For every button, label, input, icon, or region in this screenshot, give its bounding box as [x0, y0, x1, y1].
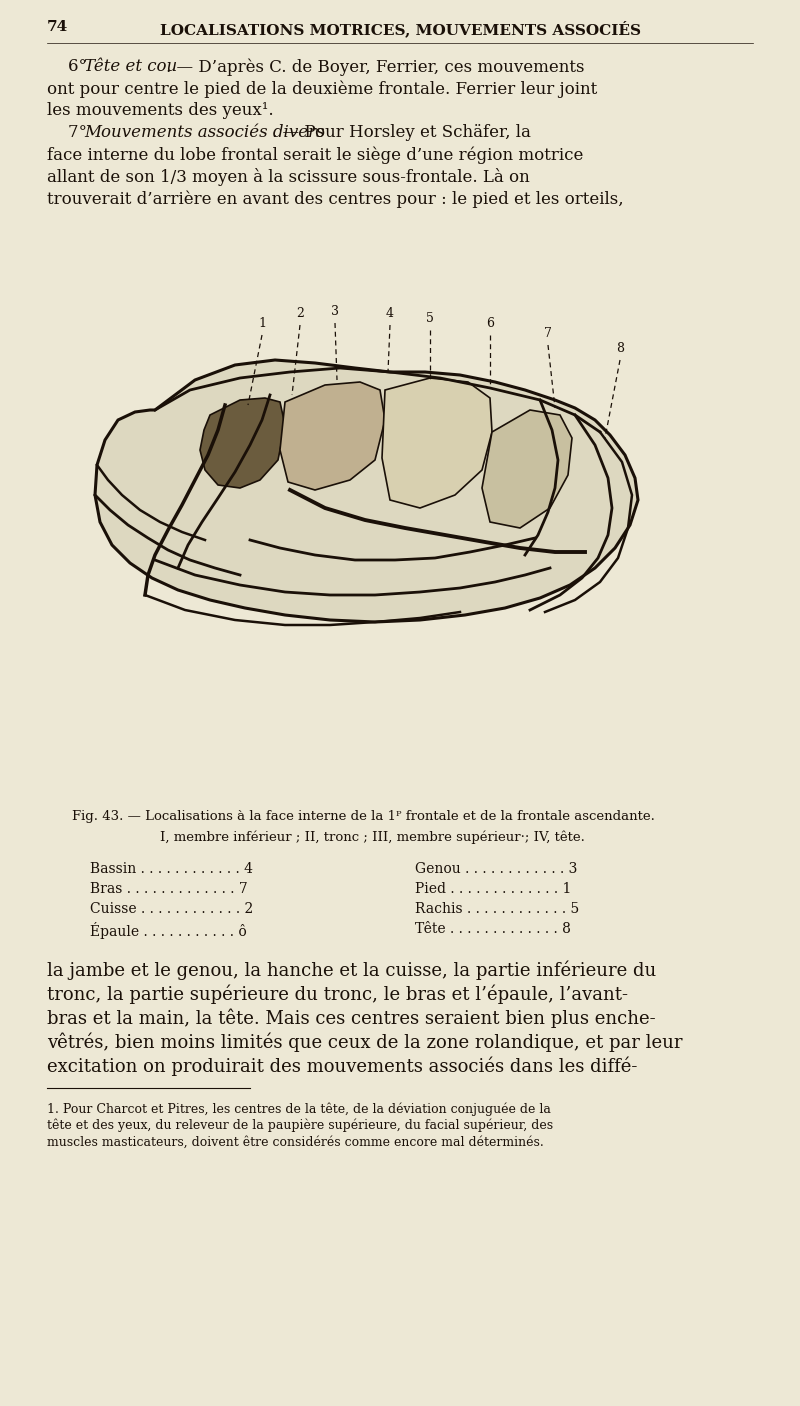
Text: . — D’après C. de Boyer, Ferrier, ces mouvements: . — D’après C. de Boyer, Ferrier, ces mo…: [166, 58, 585, 76]
Text: 6°: 6°: [68, 58, 92, 75]
Text: 7: 7: [544, 328, 552, 340]
Text: Bassin . . . . . . . . . . . . 4: Bassin . . . . . . . . . . . . 4: [90, 862, 253, 876]
Text: trouverait d’arrière en avant des centres pour : le pied et les orteils,: trouverait d’arrière en avant des centre…: [47, 190, 624, 208]
Text: ont pour centre le pied de la deuxième frontale. Ferrier leur joint: ont pour centre le pied de la deuxième f…: [47, 80, 598, 97]
Text: 4: 4: [386, 307, 394, 321]
Text: III: III: [437, 439, 453, 451]
Polygon shape: [95, 360, 638, 621]
Text: 8: 8: [616, 342, 624, 354]
Text: Bras . . . . . . . . . . . . . 7: Bras . . . . . . . . . . . . . 7: [90, 882, 248, 896]
Text: 1. Pour Charcot et Pitres, les centres de la tête, de la déviation conjuguée de : 1. Pour Charcot et Pitres, les centres d…: [47, 1102, 551, 1115]
Text: face interne du lobe frontal serait le siège d’une région motrice: face interne du lobe frontal serait le s…: [47, 146, 583, 163]
Text: 3: 3: [331, 305, 339, 318]
Text: II: II: [334, 432, 346, 446]
Text: I, membre inférieur ; II, tronc ; III, membre supérieur·; IV, tête.: I, membre inférieur ; II, tronc ; III, m…: [160, 830, 585, 844]
Text: Tête et cou: Tête et cou: [84, 58, 178, 75]
Text: Pied . . . . . . . . . . . . . 1: Pied . . . . . . . . . . . . . 1: [415, 882, 571, 896]
Text: c: c: [543, 495, 549, 505]
Text: . — Pour Horsley et Schäfer, la: . — Pour Horsley et Schäfer, la: [272, 124, 531, 141]
Text: IV: IV: [519, 472, 534, 486]
Text: Épaule . . . . . . . . . . . ô: Épaule . . . . . . . . . . . ô: [90, 922, 246, 939]
Text: bras et la main, la tête. Mais ces centres seraient bien plus enche-: bras et la main, la tête. Mais ces centr…: [47, 1008, 656, 1028]
Text: allant de son 1/3 moyen à la scissure sous-frontale. Là on: allant de son 1/3 moyen à la scissure so…: [47, 167, 530, 186]
Polygon shape: [200, 398, 285, 488]
Text: 1: 1: [258, 316, 266, 330]
Polygon shape: [280, 382, 385, 491]
Text: Rachis . . . . . . . . . . . . 5: Rachis . . . . . . . . . . . . 5: [415, 903, 579, 915]
Text: tête et des yeux, du releveur de la paupière supérieure, du facial supérieur, de: tête et des yeux, du releveur de la paup…: [47, 1119, 553, 1132]
Text: muscles masticateurs, doivent être considérés comme encore mal déterminés.: muscles masticateurs, doivent être consi…: [47, 1136, 544, 1149]
Text: Mouvements associés divers: Mouvements associés divers: [84, 124, 325, 141]
Text: vêtrés, bien moins limités que ceux de la zone rolandique, et par leur: vêtrés, bien moins limités que ceux de l…: [47, 1032, 682, 1052]
Text: 5: 5: [426, 312, 434, 325]
Text: Fig. 43. — Localisations à la face interne de la 1ᴾ frontale et de la frontale a: Fig. 43. — Localisations à la face inter…: [72, 810, 655, 823]
Text: 2: 2: [296, 307, 304, 321]
Text: c: c: [506, 457, 510, 467]
Polygon shape: [482, 411, 572, 529]
Text: LOCALISATIONS MOTRICES, MOUVEMENTS ASSOCIÉS: LOCALISATIONS MOTRICES, MOUVEMENTS ASSOC…: [159, 20, 641, 37]
Text: 6: 6: [486, 316, 494, 330]
Text: 74: 74: [47, 20, 68, 34]
Text: Tête . . . . . . . . . . . . . 8: Tête . . . . . . . . . . . . . 8: [415, 922, 571, 936]
Text: Genou . . . . . . . . . . . . 3: Genou . . . . . . . . . . . . 3: [415, 862, 578, 876]
Text: I: I: [240, 439, 246, 451]
Text: les mouvements des yeux¹.: les mouvements des yeux¹.: [47, 103, 274, 120]
Polygon shape: [382, 378, 492, 508]
Text: Cuisse . . . . . . . . . . . . 2: Cuisse . . . . . . . . . . . . 2: [90, 903, 254, 915]
Text: tronc, la partie supérieure du tronc, le bras et l’épaule, l’avant-: tronc, la partie supérieure du tronc, le…: [47, 984, 628, 1004]
Text: la jambe et le genou, la hanche et la cuisse, la partie inférieure du: la jambe et le genou, la hanche et la cu…: [47, 960, 656, 980]
Text: excitation on produirait des mouvements associés dans les diffé-: excitation on produirait des mouvements …: [47, 1056, 638, 1076]
Text: 7°: 7°: [68, 124, 92, 141]
